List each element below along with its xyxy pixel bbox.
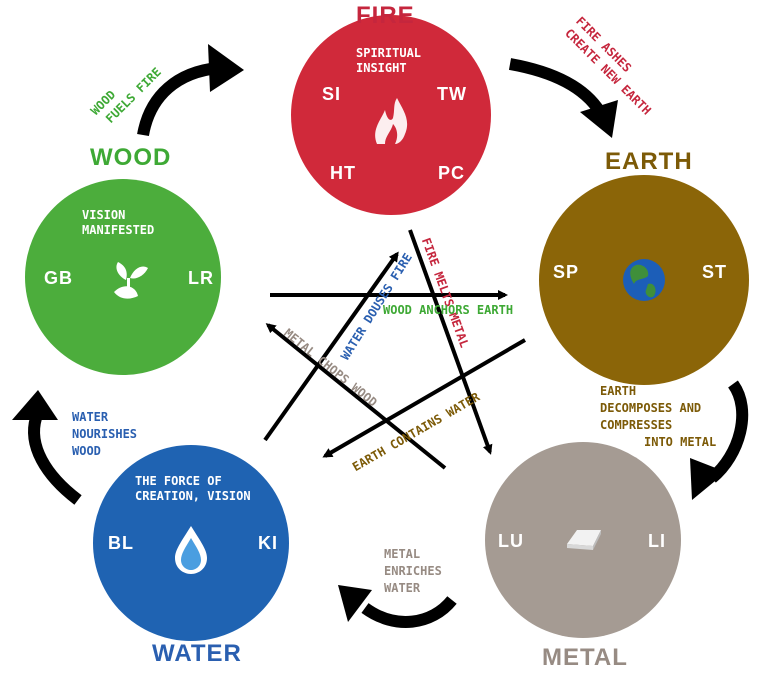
- water-drop-icon: [175, 526, 207, 574]
- organ-bl: BL: [108, 533, 134, 553]
- arrowhead-earth: [580, 100, 618, 138]
- organ-si: SI: [322, 84, 342, 104]
- organ-lr: LR: [188, 268, 214, 288]
- organ-gb: GB: [44, 268, 73, 288]
- line-metal-chops-wood: [265, 323, 447, 470]
- label-earth-decomposes-line2: DECOMPOSES AND: [600, 401, 702, 415]
- arrowhead-wood: [12, 390, 58, 420]
- arrowhead-water: [338, 585, 372, 622]
- wood-title: WOOD: [90, 144, 172, 171]
- organ-st: ST: [702, 262, 728, 282]
- arrowhead-metal: [690, 458, 726, 500]
- sprout-icon: [114, 262, 148, 299]
- label-wood-anchors-earth: WOOD ANCHORS EARTH: [383, 303, 514, 317]
- arrowhead-fire: [208, 44, 244, 92]
- line-fire-melts-metal: [408, 229, 493, 455]
- arrow-earth-to-metal: [707, 380, 749, 483]
- wood-inner-text-line1: VISION: [82, 208, 126, 222]
- label-water-nourishes-line3: WOOD: [72, 444, 101, 458]
- fire-title: FIRE: [356, 2, 415, 29]
- label-water-nourishes-line1: WATER: [72, 410, 109, 424]
- organ-ht: HT: [330, 163, 356, 183]
- controlling-cycle-star: [263, 229, 527, 470]
- line-water-douses-fire: [263, 251, 399, 442]
- globe-icon: [623, 259, 665, 301]
- line-earth-contains-water: [322, 338, 527, 458]
- organ-ki: KI: [258, 533, 278, 553]
- label-earth-decomposes-line3: COMPRESSES: [600, 418, 673, 432]
- arrow-metal-to-water: [361, 595, 457, 628]
- water-title: WATER: [152, 640, 242, 667]
- metal-title: METAL: [542, 644, 628, 671]
- organ-tw: TW: [437, 84, 467, 104]
- organ-pc: PC: [438, 163, 466, 183]
- fire-circle: [291, 15, 491, 215]
- label-metal-enriches-line2: ENRICHES: [384, 564, 442, 578]
- organ-sp: SP: [553, 262, 580, 282]
- flame-icon: [375, 98, 408, 144]
- metal-bar-icon: [567, 530, 601, 550]
- label-earth-decomposes-line1: EARTH: [600, 384, 637, 398]
- water-inner-text-line1: THE FORCE OF: [135, 474, 222, 488]
- water-inner-text-line2: CREATION, VISION: [135, 489, 251, 503]
- arrow-water-to-wood: [28, 416, 82, 505]
- organ-li: LI: [648, 531, 666, 551]
- wood-inner-text-line2: MANIFESTED: [82, 223, 155, 237]
- label-water-nourishes-line2: NOURISHES: [72, 427, 138, 441]
- organ-lu: LU: [498, 531, 524, 551]
- fire-inner-text-line2: INSIGHT: [356, 61, 407, 75]
- label-earth-decomposes-line4: INTO METAL: [644, 435, 717, 449]
- earth-title: EARTH: [605, 148, 693, 175]
- fire-inner-text-line1: SPIRITUAL: [356, 46, 422, 60]
- arrow-fire-to-earth: [508, 58, 606, 116]
- label-metal-enriches-line1: METAL: [384, 547, 421, 561]
- arrow-wood-to-fire: [137, 62, 219, 137]
- label-metal-enriches-line3: WATER: [384, 581, 421, 595]
- generating-arrow-heads: [12, 44, 726, 622]
